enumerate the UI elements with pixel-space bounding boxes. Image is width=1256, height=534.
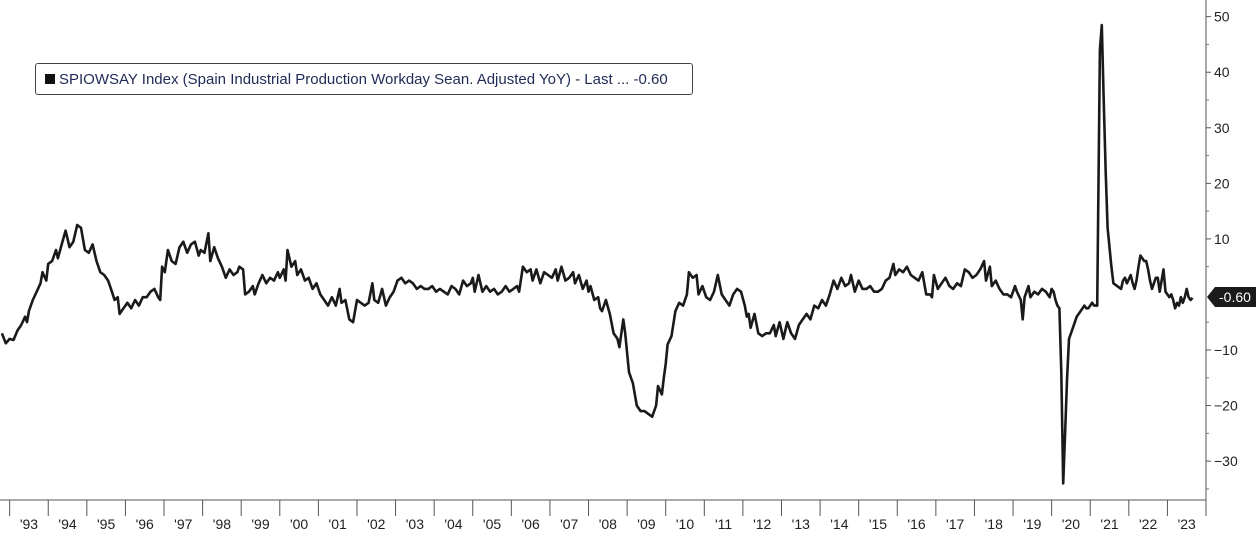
- x-tick-label: '17: [946, 516, 964, 532]
- x-tick-label: '15: [869, 516, 887, 532]
- last-value-text: -0.60: [1219, 289, 1251, 305]
- y-tick-label: 30: [1214, 120, 1230, 136]
- y-tick-label: 20: [1214, 175, 1230, 191]
- x-tick-label: '99: [251, 516, 269, 532]
- x-tick-label: '94: [58, 516, 76, 532]
- x-tick-label: '02: [367, 516, 385, 532]
- x-tick-label: '05: [483, 516, 501, 532]
- y-tick-label: 40: [1214, 64, 1230, 80]
- last-value-badge: -0.60: [1207, 287, 1256, 307]
- x-tick-label: '16: [907, 516, 925, 532]
- x-tick-label: '06: [522, 516, 540, 532]
- y-tick-label: −30: [1214, 453, 1238, 469]
- x-tick-label: '21: [1100, 516, 1118, 532]
- x-tick-label: '96: [136, 516, 154, 532]
- x-tick-label: '09: [637, 516, 655, 532]
- legend-swatch: [45, 74, 55, 84]
- x-tick-label: '11: [715, 516, 732, 532]
- x-tick-label: '04: [444, 516, 462, 532]
- x-tick-label: '03: [406, 516, 424, 532]
- x-tick-label: '12: [753, 516, 771, 532]
- x-tick-label: '23: [1178, 516, 1196, 532]
- x-tick-label: '20: [1062, 516, 1080, 532]
- x-tick-label: '98: [213, 516, 231, 532]
- y-tick-label: −20: [1214, 398, 1238, 414]
- x-tick-label: '07: [560, 516, 578, 532]
- x-tick-label: '19: [1023, 516, 1041, 532]
- y-tick-label: 10: [1214, 231, 1230, 247]
- y-axis: 50 40 30 20 10 −10 −20 −30: [1206, 9, 1238, 490]
- x-tick-label: '08: [599, 516, 617, 532]
- legend-label: SPIOWSAY Index (Spain Industrial Product…: [59, 70, 668, 88]
- x-tick-label: '13: [792, 516, 810, 532]
- x-tick-label: '18: [985, 516, 1003, 532]
- x-tick-label: '22: [1139, 516, 1157, 532]
- x-tick-label: '00: [290, 516, 308, 532]
- y-tick-label: −10: [1214, 342, 1238, 358]
- x-tick-label: '97: [174, 516, 192, 532]
- legend[interactable]: SPIOWSAY Index (Spain Industrial Product…: [35, 63, 693, 95]
- x-axis: '93 '94 '95 '96 '97 '98 '99 '00 '01 '02 '03 '04 '05 '…: [9, 500, 1207, 532]
- x-tick-label: '01: [329, 516, 347, 532]
- series-line: [0, 23, 1194, 485]
- x-tick-label: '95: [97, 516, 115, 532]
- x-tick-label: '10: [676, 516, 694, 532]
- x-tick-label: '14: [830, 516, 848, 532]
- plot-area: [0, 23, 1194, 485]
- x-tick-label: '93: [20, 516, 38, 532]
- y-tick-label: 50: [1214, 9, 1230, 25]
